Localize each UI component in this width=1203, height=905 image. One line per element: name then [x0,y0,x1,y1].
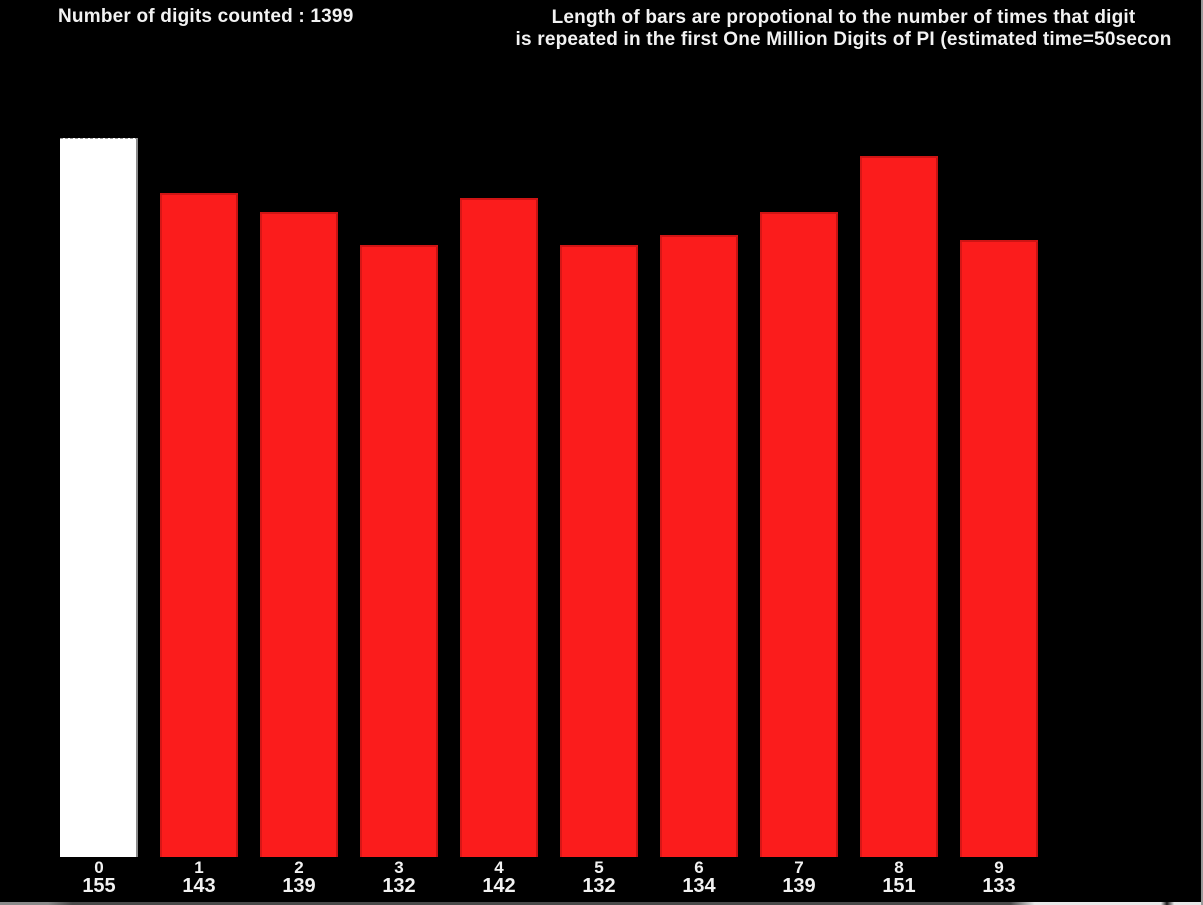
bar-digit-4 [460,198,538,857]
bar-label-9: 9 133 [960,859,1038,896]
bar-count-label: 133 [982,875,1016,897]
x-tick-digit-label: 2 [294,858,304,877]
x-tick-digit-label: 7 [794,858,804,877]
window-bottom-edge [0,902,1203,905]
bar-label-4: 4 142 [460,859,538,896]
bar-label-3: 3 132 [360,859,438,896]
bar-count-label: 132 [582,875,616,897]
window-right-edge [1201,0,1203,905]
bar-count-label: 151 [882,875,916,897]
bar-digit-3 [360,245,438,857]
bar-label-0: 0 155 [60,859,138,896]
bar-digit-6 [660,235,738,857]
x-tick-digit-label: 0 [94,858,104,877]
bar-digit-1 [160,193,238,857]
bar-digit-5 [560,245,638,857]
bar-label-1: 1 143 [160,859,238,896]
chart-title-line2: is repeated in the first One Million Dig… [515,29,1172,50]
bar-count-label: 143 [182,875,216,897]
x-tick-digit-label: 5 [594,858,604,877]
bar-digit-9 [960,240,1038,857]
x-tick-digit-label: 6 [694,858,704,877]
bar-count-label: 155 [82,875,116,897]
x-tick-digit-label: 4 [494,858,504,877]
bar-label-8: 8 151 [860,859,938,896]
x-tick-digit-label: 8 [894,858,904,877]
x-tick-digit-label: 3 [394,858,404,877]
bar-count-label: 142 [482,875,516,897]
bar-count-label: 132 [382,875,416,897]
bar-digit-7 [760,212,838,857]
bar-label-6: 6 134 [660,859,738,896]
bar-label-7: 7 139 [760,859,838,896]
bar-label-5: 5 132 [560,859,638,896]
bar-count-label: 134 [682,875,716,897]
bar-count-label: 139 [282,875,316,897]
chart-title: Length of bars are propotional to the nu… [437,7,1203,51]
bar-label-2: 2 139 [260,859,338,896]
x-tick-digit-label: 9 [994,858,1004,877]
x-tick-digit-label: 1 [194,858,204,877]
digits-counted-status: Number of digits counted : 1399 [58,6,354,27]
bar-count-label: 139 [782,875,816,897]
bar-digit-2 [260,212,338,857]
chart-title-line1: Length of bars are propotional to the nu… [551,7,1136,28]
bar-digit-8 [860,156,938,857]
bar-digit-0 [60,138,138,857]
